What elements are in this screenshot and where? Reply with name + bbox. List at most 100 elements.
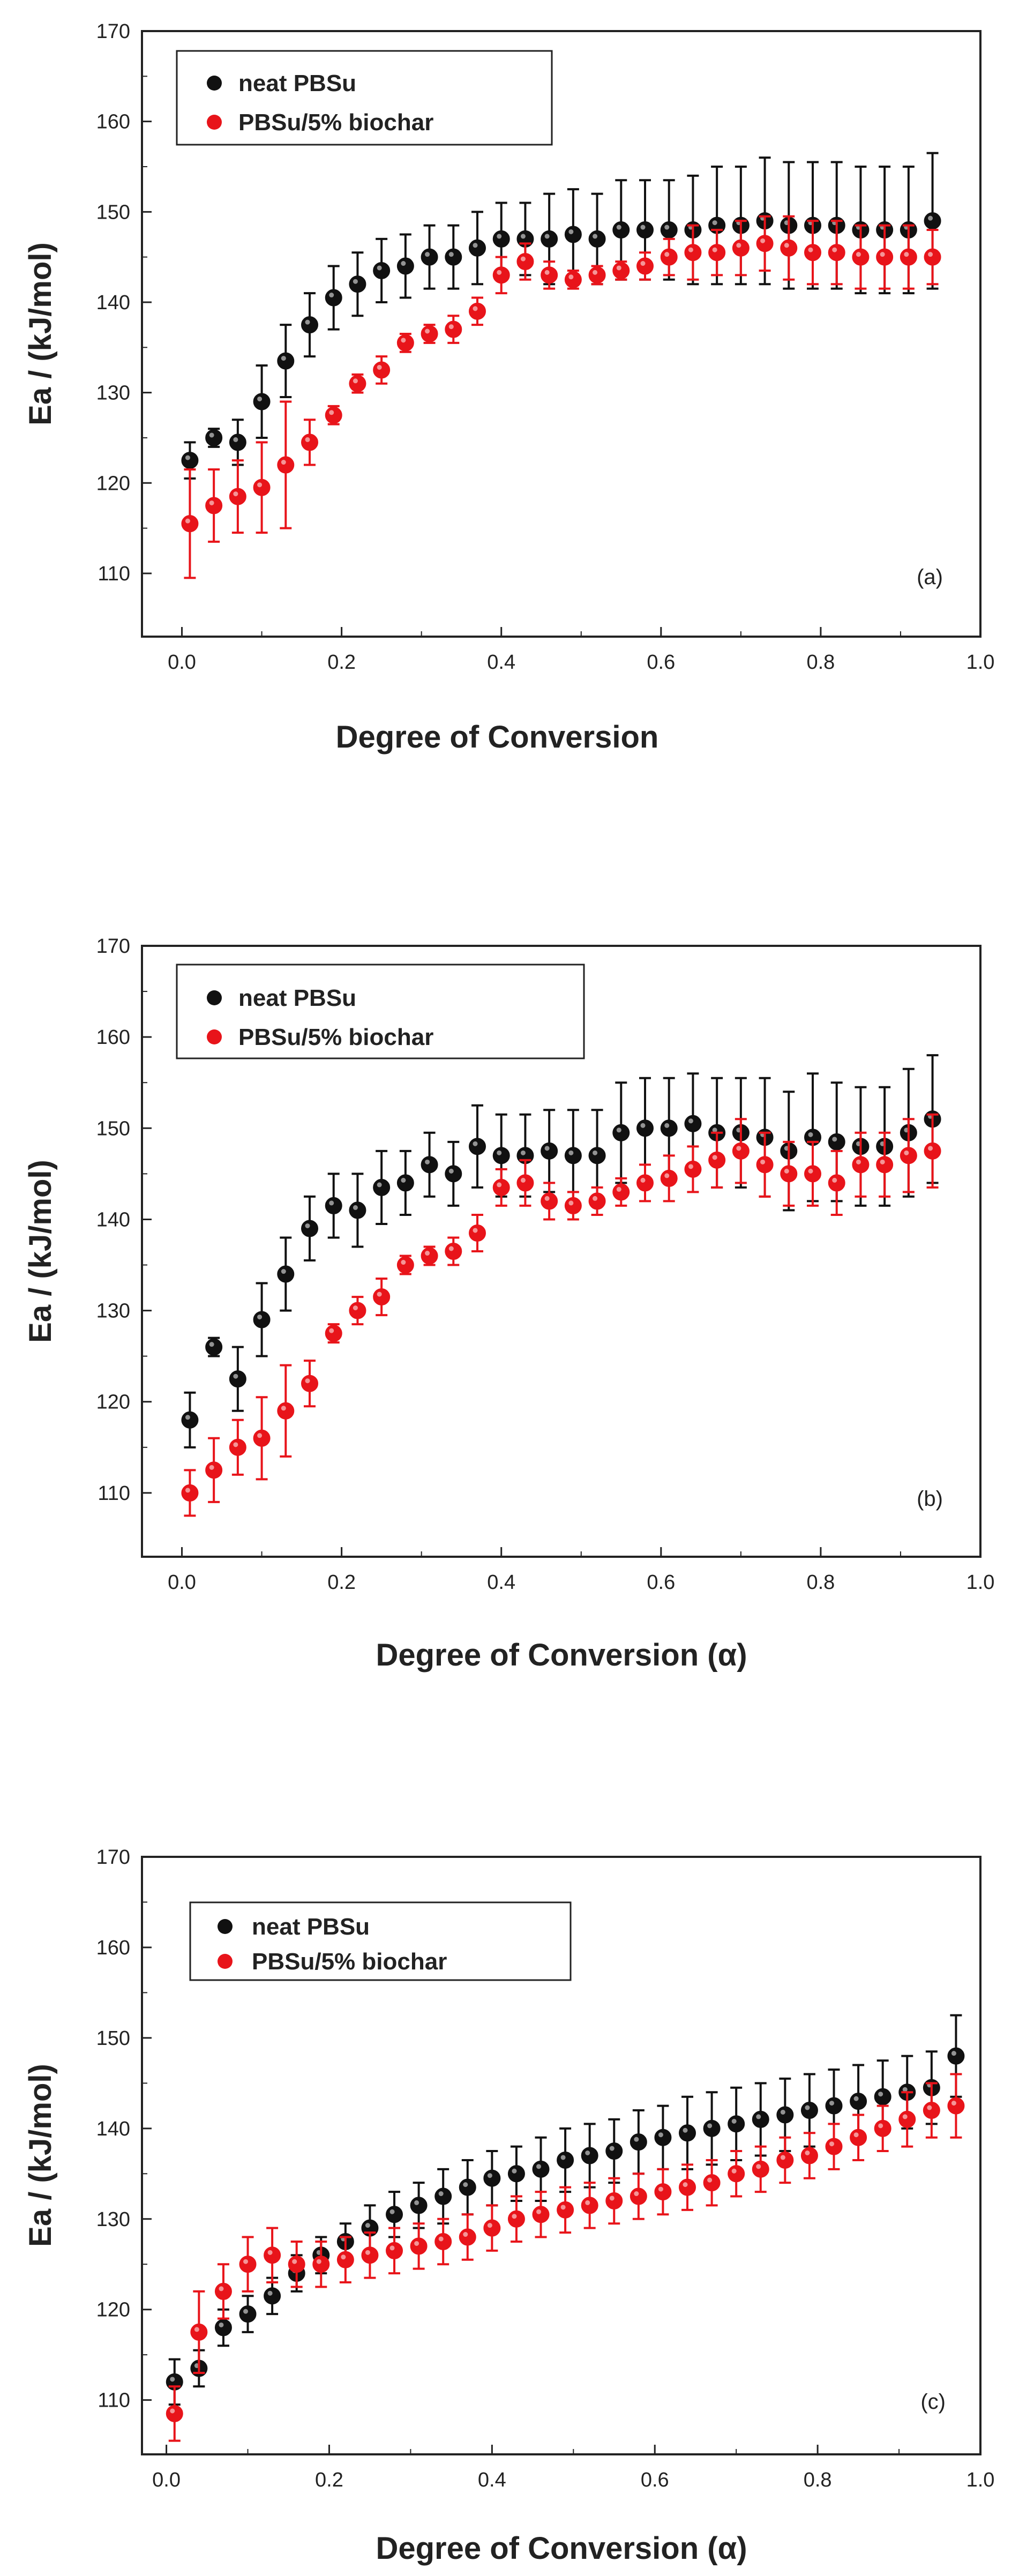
data-point-highlight [832,1177,837,1183]
data-point [732,1142,750,1160]
data-point [214,2282,232,2300]
data-point-highlight [878,2092,883,2097]
data-point-highlight [664,1173,670,1178]
data-point [679,2178,696,2196]
data-point-highlight [329,410,334,415]
data-point [229,488,246,505]
data-point-highlight [736,243,741,248]
data-point [541,1192,558,1210]
y-axis-label: Ea / (kJ/mol) [23,242,58,425]
panel-label: (c) [920,2390,946,2414]
data-point-highlight [377,1291,382,1297]
x-tick-label: 0.8 [804,2469,832,2491]
data-point [492,230,510,248]
data-point-highlight [688,1118,693,1124]
data-point-highlight [832,247,837,252]
data-point-highlight [389,2209,395,2214]
data-point-highlight [780,2109,785,2115]
data-point [445,248,462,266]
data-point-highlight [353,1205,358,1210]
data-point-highlight [329,1200,334,1206]
data-point-highlight [731,2118,737,2124]
data-point [181,1411,199,1429]
data-point [900,248,917,266]
data-point-highlight [257,396,263,401]
series-neat-pbsu [181,1054,941,1448]
data-point [469,1138,486,1155]
data-point [483,2219,501,2237]
data-point-highlight [560,2205,566,2210]
data-point-highlight [233,491,238,497]
data-point [277,352,295,370]
data-point-highlight [194,2327,199,2332]
data-point [708,1151,726,1169]
data-point [636,1119,654,1137]
data-point-highlight [536,2209,542,2214]
data-point-highlight [593,270,598,275]
data-point [752,2160,769,2178]
data-point-highlight [688,1164,693,1169]
data-point [434,2232,452,2250]
data-point [876,248,894,266]
data-point [630,2187,647,2205]
data-point [541,230,558,248]
data-point [349,1302,366,1319]
y-tick-label: 170 [96,20,130,43]
data-point [898,2110,916,2128]
data-point-highlight [640,1177,646,1183]
data-point-highlight [712,220,717,226]
data-point [190,2323,208,2341]
series-pbsu-biochar [181,215,941,579]
data-point-highlight [487,2173,492,2178]
data-point [264,2246,281,2264]
data-point-highlight [856,1159,861,1164]
data-point-highlight [616,225,621,230]
data-point-highlight [928,1146,933,1151]
x-tick-label: 0.6 [641,2469,669,2491]
chart-panel-b: Degree of Conversion (α) Ea / (kJ/mol) n… [23,935,994,1672]
data-point [229,1438,246,1456]
data-point [588,1147,606,1164]
data-point-highlight [487,2223,492,2228]
y-tick-label: 170 [96,935,130,958]
data-point-highlight [401,1177,406,1183]
data-point-highlight [640,1123,646,1128]
data-point-highlight [448,324,454,330]
data-point-highlight [281,356,286,361]
x-axis-label: Degree of Conversion [336,720,659,755]
data-point [205,1461,223,1479]
x-tick-label: 0.2 [327,1571,356,1594]
data-point-highlight [593,234,598,239]
data-point [277,1265,295,1283]
data-point-highlight [760,238,766,243]
plot-frame [141,945,981,1558]
data-point-highlight [170,2377,175,2382]
data-point-highlight [414,2241,419,2246]
data-point-highlight [377,364,382,370]
data-point-highlight [904,252,909,257]
data-point-highlight [281,1406,286,1411]
data-point [301,1220,318,1237]
data-point [325,1325,342,1342]
data-point-highlight [170,2408,175,2414]
series-neat-pbsu [181,152,941,480]
data-point [780,239,798,257]
data-point [181,452,199,469]
data-point-highlight [756,2164,761,2169]
data-point-highlight [497,234,502,239]
data-point [828,244,845,262]
data-point [492,266,510,284]
data-point [507,2165,525,2183]
data-point-highlight [281,460,286,465]
data-point-highlight [707,2177,713,2183]
x-tick-label: 0.8 [806,651,835,674]
data-point-highlight [928,215,933,221]
data-point [630,2133,647,2151]
data-point-highlight [853,2132,859,2138]
data-point-highlight [448,252,454,257]
data-point-highlight [805,2105,810,2110]
data-point-highlight [257,482,263,488]
legend-marker-neat [207,990,222,1005]
data-point [654,2129,672,2146]
data-point [557,2201,574,2219]
